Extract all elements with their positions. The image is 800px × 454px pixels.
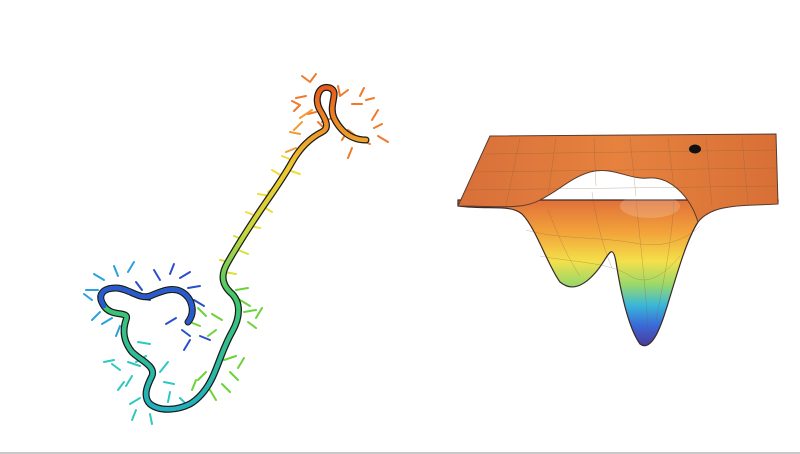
- bottom-divider: [0, 452, 800, 454]
- protein-structure: [83, 73, 389, 425]
- surface-grid: [465, 137, 777, 331]
- state-marker: [689, 144, 701, 154]
- backbone-n-terminus: [98, 285, 195, 325]
- surface-body: [457, 199, 779, 347]
- energy-landscape: [457, 133, 779, 347]
- surface-plateau: [457, 133, 779, 224]
- surface-highlight: [620, 194, 680, 218]
